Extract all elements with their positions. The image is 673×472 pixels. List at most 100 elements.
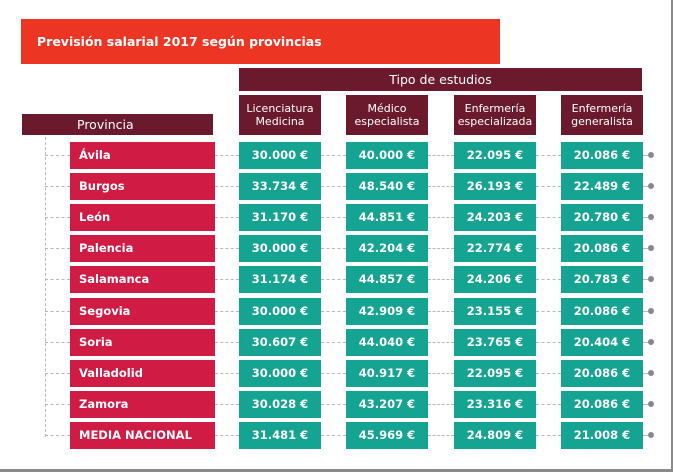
value-cell: 42.909 €	[346, 298, 428, 325]
value-cell: 30.000 €	[239, 142, 321, 169]
connector-line	[536, 186, 561, 187]
connector-line	[215, 248, 239, 249]
connector-line	[428, 217, 454, 218]
connector-line	[215, 373, 239, 374]
value-cell: 20.086 €	[561, 142, 643, 169]
connector-line	[45, 217, 70, 218]
province-cell: Soria	[70, 329, 215, 356]
value-cell: 33.734 €	[239, 173, 321, 200]
connector-line	[215, 311, 239, 312]
connector-line	[428, 311, 454, 312]
value-cell: 45.969 €	[346, 422, 428, 449]
column-header: Médico especialista	[346, 95, 428, 135]
value-cell: 20.086 €	[561, 360, 643, 387]
connector-line	[643, 217, 648, 218]
value-cell: 44.851 €	[346, 204, 428, 231]
connector-line	[321, 279, 346, 280]
connector-line	[45, 373, 70, 374]
connector-line	[643, 404, 648, 405]
province-cell: Ávila	[70, 142, 215, 169]
row-end-dot	[648, 152, 654, 158]
value-cell: 20.086 €	[561, 391, 643, 418]
value-cell: 20.780 €	[561, 204, 643, 231]
row-end-dot	[648, 276, 654, 282]
connector-line	[45, 311, 70, 312]
value-cell: 20.404 €	[561, 329, 643, 356]
row-end-dot	[648, 245, 654, 251]
row-end-dot	[648, 432, 654, 438]
connector-line	[536, 435, 561, 436]
province-cell: Burgos	[70, 173, 215, 200]
connector-line	[45, 186, 70, 187]
value-cell: 26.193 €	[454, 173, 536, 200]
value-cell: 31.170 €	[239, 204, 321, 231]
connector-line	[215, 404, 239, 405]
connector-line	[321, 404, 346, 405]
connector-line	[321, 155, 346, 156]
connector-line	[45, 248, 70, 249]
value-cell: 23.316 €	[454, 391, 536, 418]
column-header: Licenciatura Medicina	[239, 95, 321, 135]
value-cell: 30.607 €	[239, 329, 321, 356]
connector-line	[536, 279, 561, 280]
column-header: Enfermería generalista	[561, 95, 643, 135]
connector-line	[643, 248, 648, 249]
chart-title: Previsión salarial 2017 según provincias	[21, 19, 500, 64]
value-cell: 20.783 €	[561, 266, 643, 293]
value-cell: 42.204 €	[346, 235, 428, 262]
value-cell: 24.203 €	[454, 204, 536, 231]
value-cell: 30.028 €	[239, 391, 321, 418]
connector-line	[428, 186, 454, 187]
connector-line	[428, 435, 454, 436]
value-cell: 40.000 €	[346, 142, 428, 169]
connector-line	[45, 342, 70, 343]
connector-line	[45, 435, 70, 436]
column-header: Enfermería especializada	[454, 95, 536, 135]
connector-line	[536, 342, 561, 343]
connector-line	[215, 435, 239, 436]
connector-line	[321, 311, 346, 312]
connector-line	[536, 373, 561, 374]
value-cell: 48.540 €	[346, 173, 428, 200]
row-end-dot	[648, 308, 654, 314]
connector-line	[428, 373, 454, 374]
value-cell: 22.774 €	[454, 235, 536, 262]
value-cell: 40.917 €	[346, 360, 428, 387]
connector-line	[643, 342, 648, 343]
column-header-label: Licenciatura Medicina	[246, 102, 314, 128]
value-cell: 23.765 €	[454, 329, 536, 356]
connector-line	[643, 311, 648, 312]
province-cell: León	[70, 204, 215, 231]
value-cell: 22.489 €	[561, 173, 643, 200]
connector-line	[321, 373, 346, 374]
value-cell: 20.086 €	[561, 298, 643, 325]
province-cell: Valladolid	[70, 360, 215, 387]
connector-line	[428, 279, 454, 280]
province-cell: Zamora	[70, 391, 215, 418]
connector-line	[428, 404, 454, 405]
connector-line	[45, 155, 70, 156]
province-cell: Palencia	[70, 235, 215, 262]
value-cell: 43.207 €	[346, 391, 428, 418]
connector-line	[321, 435, 346, 436]
connector-line	[321, 342, 346, 343]
connector-line	[643, 186, 648, 187]
connector-line	[536, 248, 561, 249]
connector-line	[215, 342, 239, 343]
connector-line	[536, 217, 561, 218]
connector-line	[45, 279, 70, 280]
connector-line	[428, 248, 454, 249]
connector-line	[215, 279, 239, 280]
value-cell: 23.155 €	[454, 298, 536, 325]
row-end-dot	[648, 401, 654, 407]
value-cell: 30.000 €	[239, 360, 321, 387]
connector-line	[321, 186, 346, 187]
value-cell: 22.095 €	[454, 360, 536, 387]
connector-line	[428, 155, 454, 156]
column-header-label: Enfermería especializada	[457, 102, 533, 128]
value-cell: 44.857 €	[346, 266, 428, 293]
value-cell: 21.008 €	[561, 422, 643, 449]
value-cell: 31.481 €	[239, 422, 321, 449]
province-cell: Salamanca	[70, 266, 215, 293]
connector-line	[321, 217, 346, 218]
